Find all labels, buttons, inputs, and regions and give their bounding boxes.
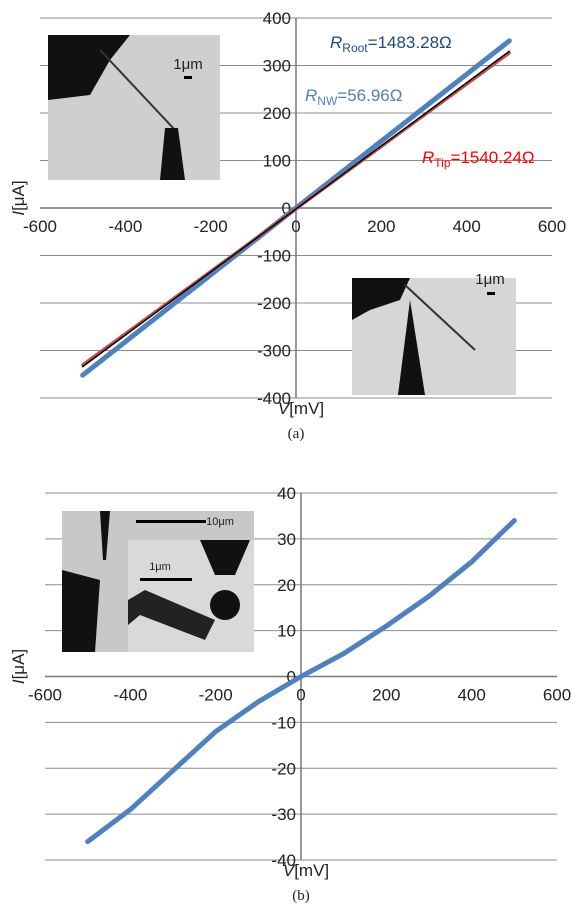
y-tick-label: 300 (263, 57, 291, 76)
y-tick-label: -10 (271, 713, 296, 732)
axis-symbol: V (283, 861, 296, 880)
y-tick-label: -400 (257, 389, 291, 408)
x-tick-label: -600 (23, 217, 57, 236)
annotation-symbol: R (330, 33, 342, 52)
annotation-subscript: Tip (434, 156, 451, 170)
x-tick-label: 200 (367, 217, 395, 236)
annotation-subscript: Root (342, 41, 368, 55)
annotation-subscript: NW (317, 94, 338, 108)
x-tick-label: 400 (452, 217, 480, 236)
x-tick-label: 600 (543, 686, 571, 705)
scale-label: 1μm (149, 561, 171, 573)
caption: (b) (292, 888, 310, 904)
x-tick-label: -400 (108, 217, 142, 236)
axis-unit: [μA] (9, 180, 28, 211)
x-tick-label: -600 (28, 686, 62, 705)
inset-image: 1μm (352, 271, 516, 395)
y-tick-label: -30 (271, 805, 296, 824)
inset-image: 10μm 1μm (62, 511, 254, 652)
x-tick-label: 0 (296, 686, 305, 705)
y-tick-label: 100 (263, 152, 291, 171)
x-tick-label: -400 (113, 686, 147, 705)
y-axis-label: I[μA] (9, 180, 28, 215)
y-tick-label: -100 (257, 247, 291, 266)
data-line (81, 50, 511, 368)
annotation: RTip=1540.24Ω (422, 148, 535, 170)
y-tick-label: -300 (257, 342, 291, 361)
inset-image: 1μm (48, 35, 220, 180)
data-line (85, 518, 517, 845)
annotation-text: =1483.28Ω (368, 33, 452, 52)
x-axis-label: V[mV] (278, 399, 324, 418)
scale-label: 10μm (206, 516, 234, 528)
axis-unit: [mV] (289, 399, 324, 418)
x-tick-label: 200 (372, 686, 400, 705)
annotation: RRoot=1483.28Ω (330, 33, 452, 55)
scale-label: 1μm (475, 271, 504, 288)
annotation-text: =56.96Ω (337, 86, 402, 105)
axis-unit: [mV] (294, 861, 329, 880)
caption: (a) (288, 426, 305, 442)
axis-unit: [μA] (9, 649, 28, 680)
axis-symbol: I (9, 679, 28, 684)
x-tick-label: -200 (194, 217, 228, 236)
y-tick-label: 10 (277, 622, 296, 641)
y-axis-label: I[μA] (9, 649, 28, 684)
x-axis-label: V[mV] (283, 861, 329, 880)
axis-symbol: V (278, 399, 291, 418)
y-tick-label: 200 (263, 104, 291, 123)
annotation: RNW=56.96Ω (305, 86, 402, 108)
y-tick-label: -200 (257, 294, 291, 313)
y-tick-label: 30 (277, 530, 296, 549)
x-tick-label: -200 (199, 686, 233, 705)
x-tick-label: 600 (538, 217, 566, 236)
y-tick-label: -40 (271, 851, 296, 870)
y-tick-label: 40 (277, 484, 296, 503)
y-tick-label: -20 (271, 759, 296, 778)
x-tick-label: 0 (291, 217, 300, 236)
annotation-symbol: R (305, 86, 317, 105)
annotation-symbol: R (422, 148, 434, 167)
scale-label: 1μm (173, 56, 202, 73)
axis-symbol: I (9, 211, 28, 216)
x-tick-label: 400 (457, 686, 485, 705)
y-tick-label: 400 (263, 9, 291, 28)
y-tick-label: 0 (282, 199, 291, 218)
y-tick-label: 0 (287, 668, 296, 687)
annotation-text: =1540.24Ω (451, 148, 535, 167)
y-tick-label: 20 (277, 576, 296, 595)
